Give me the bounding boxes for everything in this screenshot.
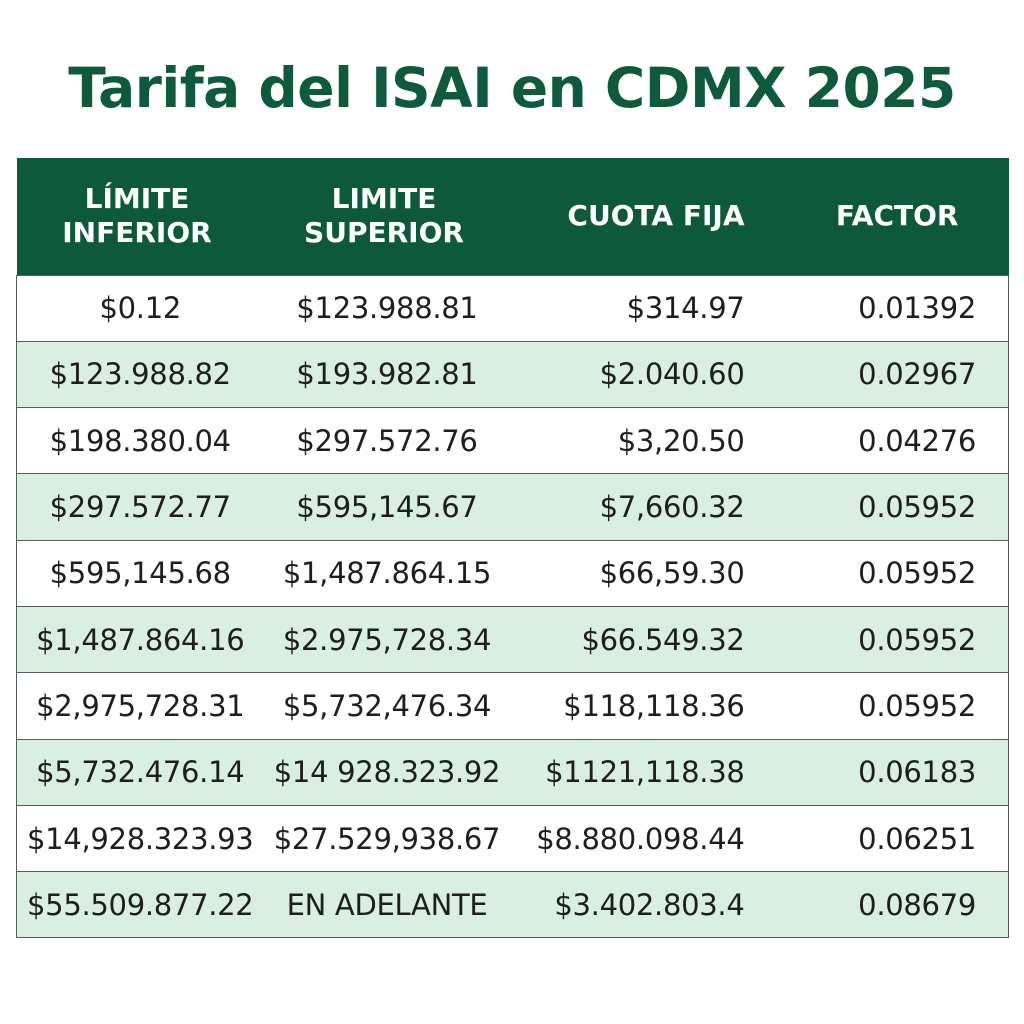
cell-fixed-fee: $314.97 (626, 291, 745, 326)
cell-lower-limit: $1,487.864.16 (36, 622, 245, 657)
header-lower-limit-line1: LÍMITE (84, 182, 190, 216)
cell-lower-limit: $14,928.323.93 (27, 821, 254, 856)
cell-factor: 0.05952 (858, 622, 976, 657)
cell-factor: 0.02967 (858, 357, 976, 392)
table-row: $14,928.323.93 $27.529,938.67 $8.880.098… (16, 805, 1009, 872)
cell-fixed-fee: $66,59.30 (599, 556, 745, 591)
cell-fixed-fee: $1121,118.38 (545, 755, 745, 790)
cell-fixed-fee: $2.040.60 (599, 357, 745, 392)
header-fixed-fee: CUOTA FIJA (567, 199, 745, 233)
cell-upper-limit: $193.982.81 (296, 357, 478, 392)
cell-factor: 0.01392 (858, 291, 976, 326)
table-row: $55.509.877.22 EN ADELANTE $3.402.803.4 … (16, 871, 1009, 938)
cell-lower-limit: $123.988.82 (49, 357, 232, 392)
header-lower-limit-line2: INFERIOR (62, 216, 212, 250)
cell-fixed-fee: $118,118.36 (563, 688, 745, 723)
cell-factor: 0.04276 (858, 423, 976, 458)
table-row: $5,732.476.14 $14 928.323.92 $1121,118.3… (16, 739, 1009, 806)
table-row: $595,145.68 $1,487.864.15 $66,59.30 0.05… (16, 540, 1009, 607)
cell-upper-limit: $123.988.81 (296, 291, 478, 326)
cell-upper-limit: $5,732,476.34 (282, 688, 492, 723)
isai-rate-table: LÍMITE INFERIOR LIMITE SUPERIOR CUOTA FI… (16, 158, 1009, 938)
cell-lower-limit: $55.509.877.22 (27, 887, 254, 922)
cell-upper-limit: $297.572.76 (296, 423, 478, 458)
table-row: $297.572.77 $595,145.67 $7,660.32 0.0595… (16, 473, 1009, 541)
table-row: $2,975,728.31 $5,732,476.34 $118,118.36 … (16, 672, 1009, 740)
cell-factor: 0.05952 (858, 556, 976, 591)
cell-lower-limit: $595,145.68 (49, 556, 232, 591)
cell-upper-limit: EN ADELANTE (286, 887, 488, 922)
cell-upper-limit: $27.529,938.67 (273, 821, 501, 856)
cell-fixed-fee: $3.402.803.4 (554, 887, 745, 922)
cell-lower-limit: $2,975,728.31 (36, 688, 245, 723)
table-row: $198.380.04 $297.572.76 $3,20.50 0.04276 (16, 407, 1009, 474)
header-factor: FACTOR (835, 199, 959, 233)
page-title: Tarifa del ISAI en CDMX 2025 (68, 56, 956, 120)
header-upper-limit: LIMITE SUPERIOR (264, 158, 511, 275)
header-upper-limit-line2: SUPERIOR (304, 216, 464, 250)
cell-upper-limit: $2.975,728.34 (282, 622, 492, 657)
cell-lower-limit: $297.572.77 (49, 490, 232, 525)
cell-factor: 0.06183 (858, 755, 976, 790)
cell-fixed-fee: $3,20.50 (617, 423, 745, 458)
table-header: LÍMITE INFERIOR LIMITE SUPERIOR CUOTA FI… (16, 158, 1009, 275)
cell-upper-limit: $1,487.864.15 (282, 556, 492, 591)
table-row: $123.988.82 $193.982.81 $2.040.60 0.0296… (16, 341, 1009, 408)
cell-lower-limit: $198.380.04 (49, 423, 232, 458)
cell-factor: 0.05952 (858, 688, 976, 723)
cell-lower-limit: $0.12 (99, 291, 182, 326)
cell-fixed-fee: $8.880.098.44 (536, 821, 745, 856)
cell-factor: 0.05952 (858, 490, 976, 525)
header-lower-limit: LÍMITE INFERIOR (17, 158, 264, 275)
cell-upper-limit: $14 928.323.92 (273, 755, 501, 790)
table-body: $0.12 $123.988.81 $314.97 0.01392 $123.9… (16, 275, 1009, 938)
table-row: $0.12 $123.988.81 $314.97 0.01392 (16, 275, 1009, 342)
table-header-row: LÍMITE INFERIOR LIMITE SUPERIOR CUOTA FI… (16, 158, 1009, 275)
cell-factor: 0.08679 (858, 887, 976, 922)
cell-fixed-fee: $7,660.32 (599, 490, 745, 525)
header-upper-limit-line1: LIMITE (331, 182, 437, 216)
cell-lower-limit: $5,732.476.14 (36, 755, 245, 790)
cell-fixed-fee: $66.549.32 (581, 622, 745, 657)
cell-factor: 0.06251 (858, 821, 976, 856)
table-row: $1,487.864.16 $2.975,728.34 $66.549.32 0… (16, 606, 1009, 673)
cell-upper-limit: $595,145.67 (296, 490, 478, 525)
